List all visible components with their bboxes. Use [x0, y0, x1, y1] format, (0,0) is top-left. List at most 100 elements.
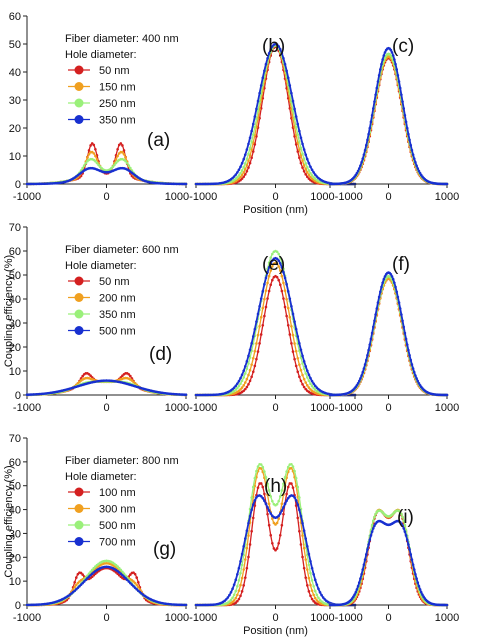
y-tick-label: 20: [9, 342, 21, 354]
panel-label: (d): [149, 344, 172, 365]
legend-marker: [74, 82, 84, 91]
x-tick-label: 0: [385, 191, 391, 203]
legend-title: Fiber diameter: 800 nm: [65, 455, 179, 467]
x-tick-label: 0: [103, 612, 109, 624]
x-tick-label: -1000: [13, 402, 41, 414]
series-500-nm: [25, 379, 188, 397]
legend-marker: [74, 504, 84, 513]
x-tick-label: -1000: [13, 191, 41, 203]
x-tick-label: 0: [272, 402, 278, 414]
x-tick-label: 0: [103, 402, 109, 414]
legend-label: 200 nm: [99, 293, 136, 305]
legend-label: 500 nm: [99, 520, 136, 532]
legend-label: 50 nm: [99, 276, 130, 288]
legend-title: Fiber diameter: 400 nm: [65, 33, 179, 45]
x-tick-label: 0: [103, 191, 109, 203]
panel-i: 0 1000 (i): [328, 507, 459, 624]
legend-marker: [74, 65, 84, 75]
series-line: [196, 262, 355, 396]
legend-title: Fiber diameter: 600 nm: [65, 244, 179, 256]
x-axis-label: Position (nm): [243, 204, 308, 216]
legend-marker: [74, 520, 84, 530]
legend-marker: [74, 537, 84, 546]
legend-marker: [74, 293, 84, 302]
y-tick-label: 50: [9, 39, 21, 51]
panel-g: -1000 0 1000-1000(g): [13, 539, 217, 624]
series-line: [26, 151, 187, 185]
panel-a: -1000 0 1000-1000(a): [13, 130, 217, 203]
panel-c: 0 1000 (c): [328, 36, 459, 203]
y-tick-label: 40: [9, 67, 21, 79]
y-tick-label: 40: [9, 294, 21, 306]
legend: Fiber diameter: 600 nm Hole diameter: 50 n…: [65, 244, 179, 338]
x-tick-label: 1000: [435, 191, 459, 203]
series-line: [329, 275, 448, 396]
legend-marker: [74, 326, 84, 335]
panel-label: (h): [264, 476, 287, 497]
x-tick-label: 0: [272, 612, 278, 624]
y-tick-label: 0: [15, 179, 21, 191]
legend-marker: [74, 115, 84, 124]
x-tick-label: 1000-1000: [310, 402, 363, 414]
series-350-nm: [328, 46, 449, 186]
legend-marker: [74, 309, 84, 319]
y-tick-label: 10: [9, 151, 21, 163]
legend-label: 350 nm: [99, 115, 136, 127]
panel-label: (c): [392, 36, 414, 57]
legend-label: 250 nm: [99, 98, 136, 110]
legend-marker: [74, 276, 84, 286]
series-line: [329, 520, 448, 606]
series-100-nm: [328, 508, 449, 607]
series-line: [329, 277, 448, 396]
series-700-nm: [25, 565, 188, 607]
series-700-nm: [328, 519, 449, 607]
series-50-nm: [328, 277, 449, 397]
panel-f: 0 1000 (f): [328, 254, 459, 414]
legend-marker: [74, 487, 84, 497]
legend-label: 700 nm: [99, 537, 136, 549]
legend-label: 300 nm: [99, 504, 136, 516]
legend-label: 100 nm: [99, 487, 136, 499]
series-line: [196, 44, 355, 185]
series-350-nm: [194, 42, 357, 186]
series-500-nm: [328, 271, 449, 397]
series-line: [26, 562, 187, 606]
series-line: [27, 567, 186, 606]
y-tick-label: 70: [9, 433, 21, 445]
y-tick-label: 10: [9, 366, 21, 378]
series-100-nm: [25, 566, 188, 607]
series-line: [329, 57, 448, 185]
panel-label: (g): [153, 539, 176, 560]
y-tick-label: 20: [9, 123, 21, 135]
y-axis-label: Coupling efficiency (%): [3, 255, 15, 367]
series-line: [195, 257, 356, 396]
legend-subtitle: Hole diameter:: [65, 471, 137, 483]
series-line: [329, 47, 448, 185]
legend-subtitle: Hole diameter:: [65, 49, 137, 61]
series-line: [329, 277, 448, 396]
y-tick-label: 0: [15, 600, 21, 612]
legend-subtitle: Hole diameter:: [65, 260, 137, 272]
panel-label: (i): [397, 507, 414, 528]
series-line: [195, 43, 356, 185]
panel-e: 0 1000-1000 (e): [194, 249, 363, 414]
series-line: [329, 271, 448, 396]
y-tick-label: 70: [9, 222, 21, 234]
series-line: [196, 46, 355, 185]
legend-label: 150 nm: [99, 82, 136, 94]
panel-label: (b): [262, 36, 285, 57]
y-tick-label: 0: [15, 390, 21, 402]
y-tick-label: 30: [9, 95, 21, 107]
series-250-nm: [194, 44, 357, 186]
x-tick-label: 1000-1000: [310, 191, 363, 203]
panel-label: (f): [392, 254, 410, 275]
series-50-nm: [328, 56, 449, 186]
legend: Fiber diameter: 400 nm Hole diameter: 50 n…: [65, 33, 179, 127]
x-tick-label: 1000-1000: [310, 612, 363, 624]
series-150-nm: [328, 55, 449, 186]
legend: Fiber diameter: 800 nm Hole diameter: 100 …: [65, 455, 179, 549]
legend-label: 50 nm: [99, 65, 130, 77]
series-350-nm: [25, 166, 188, 186]
legend-marker: [74, 98, 84, 108]
